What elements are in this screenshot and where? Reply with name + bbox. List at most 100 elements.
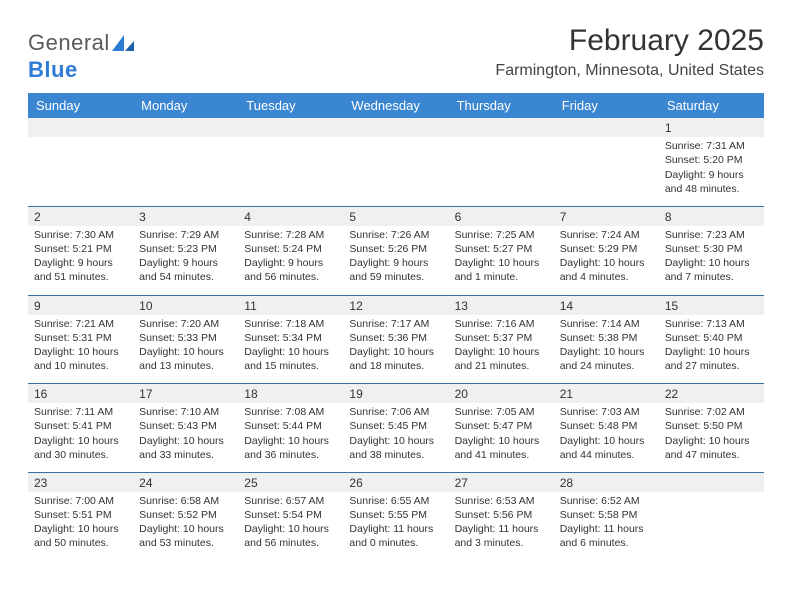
- day-cell: Sunrise: 6:58 AMSunset: 5:52 PMDaylight:…: [133, 492, 238, 561]
- sunset: Sunset: 5:29 PM: [560, 242, 653, 256]
- day-number: 11: [238, 295, 343, 315]
- day-cell: [659, 492, 764, 561]
- sunrise: Sunrise: 7:05 AM: [455, 405, 548, 419]
- day-number: [133, 118, 238, 137]
- sunset: Sunset: 5:36 PM: [349, 331, 442, 345]
- sunrise: Sunrise: 6:57 AM: [244, 494, 337, 508]
- dow-header: Tuesday: [238, 93, 343, 118]
- day-cell: Sunrise: 6:57 AMSunset: 5:54 PMDaylight:…: [238, 492, 343, 561]
- day-cell: Sunrise: 7:17 AMSunset: 5:36 PMDaylight:…: [343, 315, 448, 384]
- sunrise: Sunrise: 6:52 AM: [560, 494, 653, 508]
- sunrise: Sunrise: 7:23 AM: [665, 228, 758, 242]
- sunset: Sunset: 5:33 PM: [139, 331, 232, 345]
- daylight-line1: Daylight: 10 hours: [139, 522, 232, 536]
- daylight-line2: and 47 minutes.: [665, 448, 758, 462]
- day-cell: Sunrise: 7:25 AMSunset: 5:27 PMDaylight:…: [449, 226, 554, 295]
- day-number: 12: [343, 295, 448, 315]
- day-number: 20: [449, 383, 554, 403]
- sunset: Sunset: 5:58 PM: [560, 508, 653, 522]
- sunset: Sunset: 5:45 PM: [349, 419, 442, 433]
- daylight-line1: Daylight: 10 hours: [665, 345, 758, 359]
- daylight-line1: Daylight: 10 hours: [244, 345, 337, 359]
- brand-name-2: Blue: [28, 57, 78, 82]
- day-cell: Sunrise: 7:13 AMSunset: 5:40 PMDaylight:…: [659, 315, 764, 384]
- daylight-line2: and 0 minutes.: [349, 536, 442, 550]
- day-cell: Sunrise: 7:02 AMSunset: 5:50 PMDaylight:…: [659, 403, 764, 472]
- day-cell: Sunrise: 7:20 AMSunset: 5:33 PMDaylight:…: [133, 315, 238, 384]
- dow-header: Wednesday: [343, 93, 448, 118]
- day-cell: Sunrise: 7:03 AMSunset: 5:48 PMDaylight:…: [554, 403, 659, 472]
- day-cell: [133, 137, 238, 206]
- daylight-line2: and 53 minutes.: [139, 536, 232, 550]
- dow-header: Friday: [554, 93, 659, 118]
- daylight-line2: and 30 minutes.: [34, 448, 127, 462]
- daylight-line1: Daylight: 10 hours: [244, 522, 337, 536]
- sunrise: Sunrise: 6:58 AM: [139, 494, 232, 508]
- brand-name: General Blue: [28, 30, 134, 83]
- daylight-line1: Daylight: 10 hours: [560, 256, 653, 270]
- day-cell: Sunrise: 7:14 AMSunset: 5:38 PMDaylight:…: [554, 315, 659, 384]
- brand-sail-icon: [112, 31, 134, 57]
- sunrise: Sunrise: 7:17 AM: [349, 317, 442, 331]
- dow-header-row: SundayMondayTuesdayWednesdayThursdayFrid…: [28, 93, 764, 118]
- daylight-line1: Daylight: 9 hours: [349, 256, 442, 270]
- sunrise: Sunrise: 7:30 AM: [34, 228, 127, 242]
- day-number: [343, 118, 448, 137]
- day-cell: Sunrise: 6:55 AMSunset: 5:55 PMDaylight:…: [343, 492, 448, 561]
- daylight-line2: and 13 minutes.: [139, 359, 232, 373]
- sunrise: Sunrise: 7:31 AM: [665, 139, 758, 153]
- brand-name-1: General: [28, 30, 110, 55]
- day-number: 23: [28, 472, 133, 492]
- day-number: 19: [343, 383, 448, 403]
- sunrise: Sunrise: 7:24 AM: [560, 228, 653, 242]
- sunrise: Sunrise: 7:02 AM: [665, 405, 758, 419]
- calendar: SundayMondayTuesdayWednesdayThursdayFrid…: [28, 93, 764, 560]
- daylight-line2: and 44 minutes.: [560, 448, 653, 462]
- day-cell: Sunrise: 7:06 AMSunset: 5:45 PMDaylight:…: [343, 403, 448, 472]
- day-number: 25: [238, 472, 343, 492]
- day-cell: Sunrise: 6:52 AMSunset: 5:58 PMDaylight:…: [554, 492, 659, 561]
- sunset: Sunset: 5:52 PM: [139, 508, 232, 522]
- day-cell: Sunrise: 7:23 AMSunset: 5:30 PMDaylight:…: [659, 226, 764, 295]
- daylight-line1: Daylight: 10 hours: [349, 345, 442, 359]
- sunset: Sunset: 5:27 PM: [455, 242, 548, 256]
- daylight-line2: and 51 minutes.: [34, 270, 127, 284]
- day-cell: Sunrise: 7:00 AMSunset: 5:51 PMDaylight:…: [28, 492, 133, 561]
- day-number: 13: [449, 295, 554, 315]
- day-cell: Sunrise: 7:18 AMSunset: 5:34 PMDaylight:…: [238, 315, 343, 384]
- sunrise: Sunrise: 7:20 AM: [139, 317, 232, 331]
- sunrise: Sunrise: 7:06 AM: [349, 405, 442, 419]
- daylight-line1: Daylight: 10 hours: [34, 522, 127, 536]
- sunset: Sunset: 5:23 PM: [139, 242, 232, 256]
- daylight-line1: Daylight: 11 hours: [560, 522, 653, 536]
- daylight-line1: Daylight: 9 hours: [34, 256, 127, 270]
- daylight-line1: Daylight: 9 hours: [244, 256, 337, 270]
- daylight-line2: and 54 minutes.: [139, 270, 232, 284]
- day-number: 24: [133, 472, 238, 492]
- week-daynum-row: 1: [28, 118, 764, 137]
- sunset: Sunset: 5:54 PM: [244, 508, 337, 522]
- daylight-line1: Daylight: 10 hours: [139, 434, 232, 448]
- day-number: 27: [449, 472, 554, 492]
- day-number: 26: [343, 472, 448, 492]
- day-number: 14: [554, 295, 659, 315]
- daylight-line1: Daylight: 10 hours: [455, 345, 548, 359]
- sunset: Sunset: 5:40 PM: [665, 331, 758, 345]
- daylight-line1: Daylight: 10 hours: [560, 434, 653, 448]
- day-number: [238, 118, 343, 137]
- day-number: 9: [28, 295, 133, 315]
- sunset: Sunset: 5:47 PM: [455, 419, 548, 433]
- sunrise: Sunrise: 7:10 AM: [139, 405, 232, 419]
- day-number: 5: [343, 206, 448, 226]
- daylight-line1: Daylight: 10 hours: [665, 434, 758, 448]
- sunrise: Sunrise: 7:28 AM: [244, 228, 337, 242]
- sunset: Sunset: 5:50 PM: [665, 419, 758, 433]
- day-number: 10: [133, 295, 238, 315]
- day-number: [554, 118, 659, 137]
- sunrise: Sunrise: 6:53 AM: [455, 494, 548, 508]
- week-content-row: Sunrise: 7:30 AMSunset: 5:21 PMDaylight:…: [28, 226, 764, 295]
- week-daynum-row: 232425262728: [28, 472, 764, 492]
- daylight-line2: and 56 minutes.: [244, 270, 337, 284]
- daylight-line1: Daylight: 10 hours: [34, 434, 127, 448]
- sunrise: Sunrise: 7:16 AM: [455, 317, 548, 331]
